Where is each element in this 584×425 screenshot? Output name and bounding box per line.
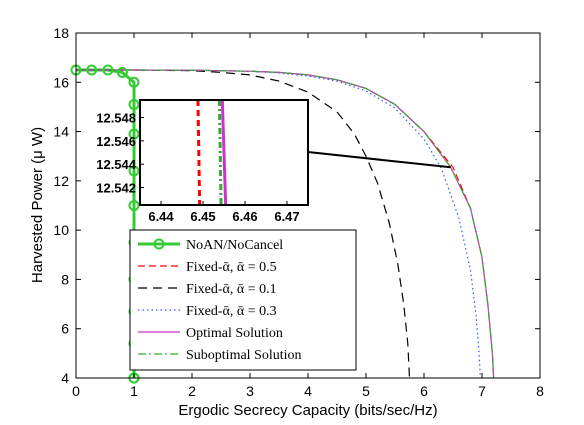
inset-line-2 — [220, 99, 228, 206]
nonan-marker — [116, 66, 128, 78]
inset-y-ticks: 12.548 12.546 12.544 12.542 — [96, 111, 144, 196]
inset-x-tick-label: 6.46 — [232, 209, 257, 224]
nonan-marker — [102, 64, 114, 76]
x-axis-ticks: 0 1 2 3 4 5 6 7 8 — [72, 33, 544, 399]
y-tick-label: 18 — [53, 25, 69, 41]
legend-label-5: Suboptimal Solution — [186, 348, 302, 363]
legend-label-4: Optimal Solution — [186, 326, 283, 341]
x-tick-label: 5 — [362, 383, 370, 399]
x-tick-label: 7 — [478, 383, 486, 399]
inset-y-tick-label: 12.542 — [96, 181, 136, 196]
inset-y-tick-label: 12.548 — [96, 111, 136, 126]
legend-label-0: NoAN/NoCancel — [186, 238, 283, 253]
series-line-5 — [76, 69, 495, 379]
legend-marker — [153, 238, 165, 250]
y-tick-label: 6 — [61, 321, 69, 337]
legend-label-3: Fixed-ᾱ, ᾱ = 0.3 — [186, 304, 277, 319]
nonan-marker — [128, 128, 140, 140]
y-axis-label: Harvested Power (μ W) — [29, 127, 46, 283]
inset-x-ticks: 6.44 6.45 6.46 6.47 — [148, 201, 300, 224]
nonan-marker — [86, 64, 98, 76]
inset-y-tick-label: 12.544 — [96, 157, 137, 172]
inset-line-0 — [196, 99, 202, 206]
nonan-marker — [128, 200, 140, 211]
x-tick-label: 1 — [130, 383, 138, 399]
zoom-connector-line — [307, 151, 451, 169]
x-tick-label: 6 — [420, 383, 428, 399]
legend-label-1: Fixed-ᾱ, ᾱ = 0.5 — [186, 260, 277, 275]
x-tick-label: 8 — [536, 383, 544, 399]
y-tick-label: 8 — [61, 271, 69, 287]
y-tick-label: 16 — [53, 74, 69, 90]
inset-frame — [139, 99, 309, 206]
inset-line-1 — [217, 99, 223, 206]
y-tick-label: 14 — [53, 124, 69, 140]
x-tick-label: 4 — [304, 383, 312, 399]
inset-y-tick-label: 12.546 — [96, 134, 136, 149]
inset-x-tick-label: 6.44 — [148, 209, 174, 224]
nonan-marker — [128, 98, 140, 110]
legend-label-2: Fixed-ᾱ, ᾱ = 0.1 — [186, 282, 277, 297]
legend-box — [129, 229, 357, 371]
y-tick-label: 12 — [53, 173, 69, 189]
y-tick-label: 4 — [61, 370, 69, 386]
series-line-2 — [76, 69, 411, 379]
inset-zoom: 6.44 6.45 6.46 6.47 12.54812.54612.54412.54… — [96, 99, 309, 224]
legend: NoAN/NoCancel Fixed-ᾱ, ᾱ = 0.5 Fixed-ᾱ, ᾱ … — [129, 229, 357, 371]
inset-x-tick-label: 6.45 — [190, 209, 215, 224]
inset-x-tick-label: 6.47 — [274, 209, 299, 224]
x-tick-label: 3 — [246, 383, 254, 399]
nonan-marker — [128, 76, 140, 88]
inset-lines — [196, 99, 228, 206]
y-tick-label: 10 — [53, 222, 69, 238]
y-axis-ticks: 4 6 8 10 12 14 16 18 — [53, 25, 540, 386]
x-tick-label: 0 — [72, 383, 80, 399]
nonan-marker — [128, 165, 140, 177]
x-axis-label: Ergodic Secrecy Capacity (bits/sec/Hz) — [178, 402, 437, 419]
legend-items: NoAN/NoCancel Fixed-ᾱ, ᾱ = 0.5 Fixed-ᾱ, ᾱ … — [138, 238, 302, 363]
x-tick-label: 2 — [188, 383, 196, 399]
